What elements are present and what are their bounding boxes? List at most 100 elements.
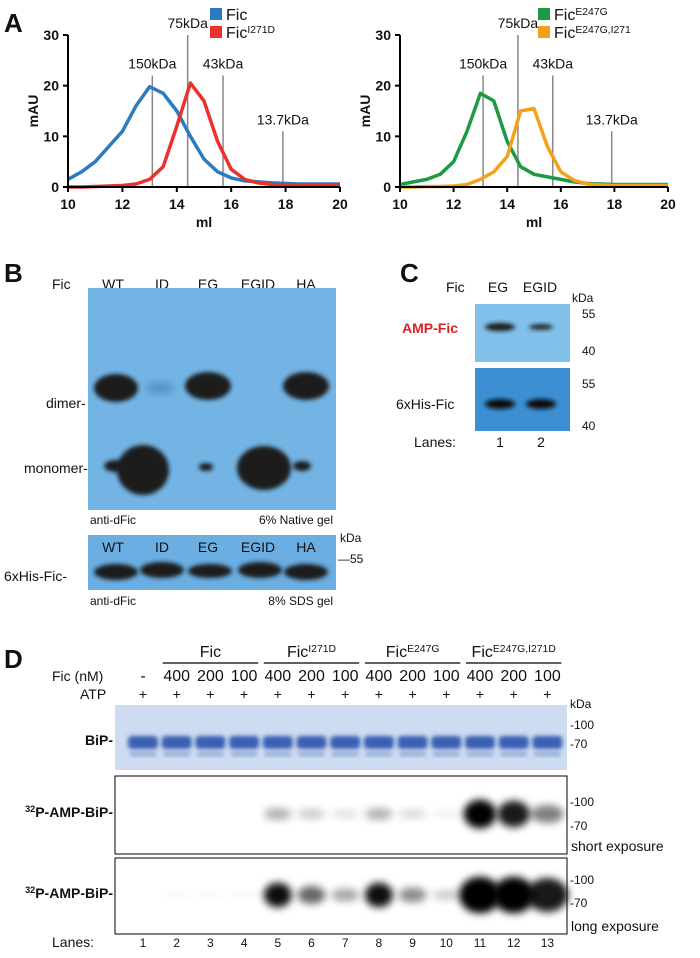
band [230,892,258,899]
band [398,887,427,903]
panel-letter: C [400,258,419,288]
blot-label: 32P-AMP-BiP- [25,885,113,901]
superscript: I271D [308,644,336,655]
marker-label: -100 [570,873,594,887]
y-tick-label: 20 [375,78,391,94]
panel-letter: A [4,8,23,38]
text-part: Fic [226,25,247,42]
label: 55 [582,377,596,391]
legend-swatch [538,26,550,38]
marker-label: 13.7kDa [586,111,638,127]
band [163,752,190,756]
x-tick-label: 10 [60,196,76,212]
bands [94,372,329,495]
lane-number: 12 [507,936,521,950]
lane-label: WT [102,539,124,555]
conc-label: 400 [366,668,393,685]
atp-label: + [274,686,282,702]
lane-number: 4 [241,936,248,950]
lane-number: 13 [541,936,555,950]
band [128,736,158,749]
blot-label: 32P-AMP-BiP- [25,804,113,820]
lane-number: 2 [537,434,545,450]
band [485,323,515,331]
text-part: Fic [200,644,221,661]
band [500,752,527,756]
lane-label: ID [155,539,169,555]
text-part: P-AMP-BiP- [35,885,113,901]
conc-label: 100 [433,668,460,685]
marker-label: 13.7kDa [257,111,309,127]
atp-label: + [375,686,383,702]
marker-label: -70 [570,819,588,833]
x-tick-label: 14 [169,196,185,212]
x-tick-label: 14 [499,196,515,212]
x-tick-label: 16 [553,196,569,212]
atp-label: + [206,686,214,702]
conc-label: 200 [500,668,527,685]
band [526,399,556,409]
legend-label: FicE247G [554,7,608,25]
band [298,752,325,756]
band [364,807,393,821]
y-tick-label: 30 [43,27,59,43]
band [331,809,360,819]
label: kDa [570,697,592,711]
atp-label: + [173,686,181,702]
label: Fic [446,279,465,295]
band [526,877,569,913]
band [330,736,361,749]
y-tick-label: 20 [43,78,59,94]
group-label: FicE247G [386,644,440,662]
legend-label: FicI271D [226,25,275,43]
band [432,889,461,901]
atp-label: + [409,686,417,702]
superscript: 32 [25,885,35,895]
band [297,808,326,820]
marker-label: 43kDa [533,56,574,72]
label: Fic [52,276,71,292]
line [68,81,340,189]
band [365,752,392,756]
text-part: Fic [287,644,308,661]
lane-label: EGID [241,539,275,555]
blot-label: BiP- [85,732,113,748]
bands [94,562,328,580]
label: —55 [338,552,364,566]
marker-label: 75kDa [498,15,539,31]
legend-label: Fic [226,7,247,24]
lane-label: EG [198,539,218,555]
marker-label: 150kDa [459,56,507,72]
label: kDa [340,531,362,545]
band [497,800,531,828]
y-axis-label: mAU [25,95,41,128]
lane-number: 7 [342,936,349,950]
text-part: P-AMP-BiP- [35,804,113,820]
band [459,876,501,914]
label: kDa [572,291,594,305]
legend-label: FicE247G,I271 [554,25,631,43]
lane-number: 1 [496,434,504,450]
label: 6xHis-Fic [396,396,454,412]
label: dimer- [46,395,86,411]
band [492,876,535,914]
text-part: BiP- [85,732,113,748]
y-tick-label: 0 [383,179,391,195]
marker-label: 150kDa [128,56,176,72]
label: Lanes: [414,434,456,450]
band [363,736,394,749]
lane-number: 5 [274,936,281,950]
band [432,810,461,818]
conc-label: 100 [534,668,561,685]
note: short exposure [571,838,664,854]
lane-number: 3 [207,936,214,950]
lane-number: 1 [140,936,147,950]
x-tick-label: 18 [278,196,294,212]
lane-label: EG [488,279,508,295]
label: 6xHis-Fic- [4,568,67,584]
band [467,752,493,756]
superscript: 32 [25,804,35,814]
band [532,736,563,749]
panel-letter: B [4,258,23,288]
